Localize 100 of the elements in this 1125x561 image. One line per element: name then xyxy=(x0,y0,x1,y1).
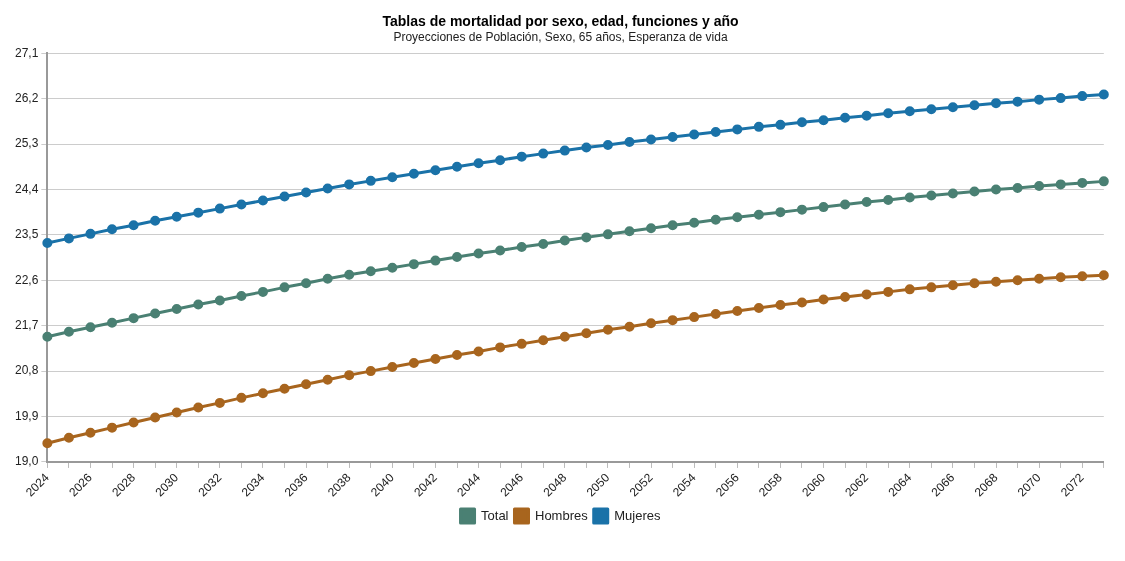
point xyxy=(85,427,96,438)
point xyxy=(796,204,807,215)
point xyxy=(495,155,506,166)
legend-label: Hombres xyxy=(534,507,589,523)
point xyxy=(1077,177,1088,188)
y-tick-label: 22,6 xyxy=(15,272,39,287)
point xyxy=(430,354,441,364)
point xyxy=(128,417,139,428)
point xyxy=(1034,180,1045,191)
point xyxy=(1098,176,1109,187)
point xyxy=(710,214,721,225)
chart-subtitle: Proyecciones de Población, Sexo, 65 años, Esperanza de vida xyxy=(393,30,728,45)
y-tick-label: 27,1 xyxy=(15,45,39,60)
point xyxy=(344,370,355,381)
point xyxy=(452,349,462,360)
point xyxy=(559,145,570,156)
point xyxy=(775,119,786,130)
point xyxy=(150,215,161,226)
point xyxy=(840,199,851,210)
point xyxy=(710,126,721,137)
point xyxy=(624,226,635,237)
point xyxy=(214,203,225,214)
point xyxy=(775,300,786,311)
point xyxy=(85,228,96,239)
point xyxy=(408,358,419,369)
point xyxy=(516,241,527,252)
point xyxy=(796,117,807,128)
point xyxy=(257,195,268,206)
point xyxy=(818,115,829,126)
y-tick-label: 26,2 xyxy=(15,90,39,105)
point xyxy=(883,108,894,119)
point xyxy=(279,191,290,202)
point xyxy=(883,286,894,297)
point xyxy=(1077,91,1088,102)
point xyxy=(753,121,764,132)
point xyxy=(969,278,980,289)
point xyxy=(991,98,1002,109)
point xyxy=(473,158,484,169)
point xyxy=(581,328,592,339)
point xyxy=(365,175,376,186)
point xyxy=(279,282,290,293)
point xyxy=(193,402,204,413)
point xyxy=(646,318,657,329)
point xyxy=(581,142,592,153)
point xyxy=(559,235,570,246)
point xyxy=(452,161,462,172)
point xyxy=(42,237,53,248)
point xyxy=(214,295,225,306)
point xyxy=(63,326,74,337)
point xyxy=(1012,182,1023,193)
point xyxy=(63,233,74,244)
chart-title: Tablas de mortalidad por sexo, edad, funciones y año xyxy=(382,13,739,30)
point xyxy=(624,321,635,332)
y-tick-label: 21,7 xyxy=(15,318,39,333)
point xyxy=(344,269,355,280)
point xyxy=(947,188,958,199)
point xyxy=(1012,96,1023,107)
point xyxy=(365,366,376,377)
point xyxy=(904,284,915,295)
point xyxy=(926,104,937,115)
point xyxy=(42,438,53,449)
point xyxy=(796,297,807,308)
point xyxy=(775,207,786,218)
point xyxy=(818,202,829,213)
point xyxy=(904,106,915,117)
point xyxy=(430,165,441,176)
point xyxy=(301,278,312,289)
point xyxy=(193,299,204,310)
point xyxy=(1098,270,1109,281)
point xyxy=(667,315,678,326)
point xyxy=(538,335,549,346)
point xyxy=(602,324,613,335)
point xyxy=(322,183,333,194)
point xyxy=(516,151,527,162)
point xyxy=(861,197,872,208)
point xyxy=(516,338,527,349)
point xyxy=(1098,89,1109,100)
point xyxy=(85,322,96,333)
point xyxy=(495,342,506,353)
point xyxy=(602,140,613,151)
point xyxy=(107,224,118,235)
point xyxy=(753,209,764,220)
point xyxy=(646,134,657,145)
point xyxy=(667,220,678,231)
point xyxy=(473,248,484,259)
point xyxy=(926,282,937,293)
point xyxy=(991,276,1002,287)
point xyxy=(1077,271,1088,282)
point xyxy=(753,303,764,314)
point xyxy=(861,289,872,300)
point xyxy=(840,112,851,123)
point xyxy=(257,388,268,399)
point xyxy=(257,286,268,297)
y-tick-label: 25,3 xyxy=(15,136,39,151)
point xyxy=(840,291,851,302)
point xyxy=(193,207,204,218)
point xyxy=(689,312,700,323)
point xyxy=(365,266,376,277)
point xyxy=(538,238,549,249)
point xyxy=(581,232,592,243)
